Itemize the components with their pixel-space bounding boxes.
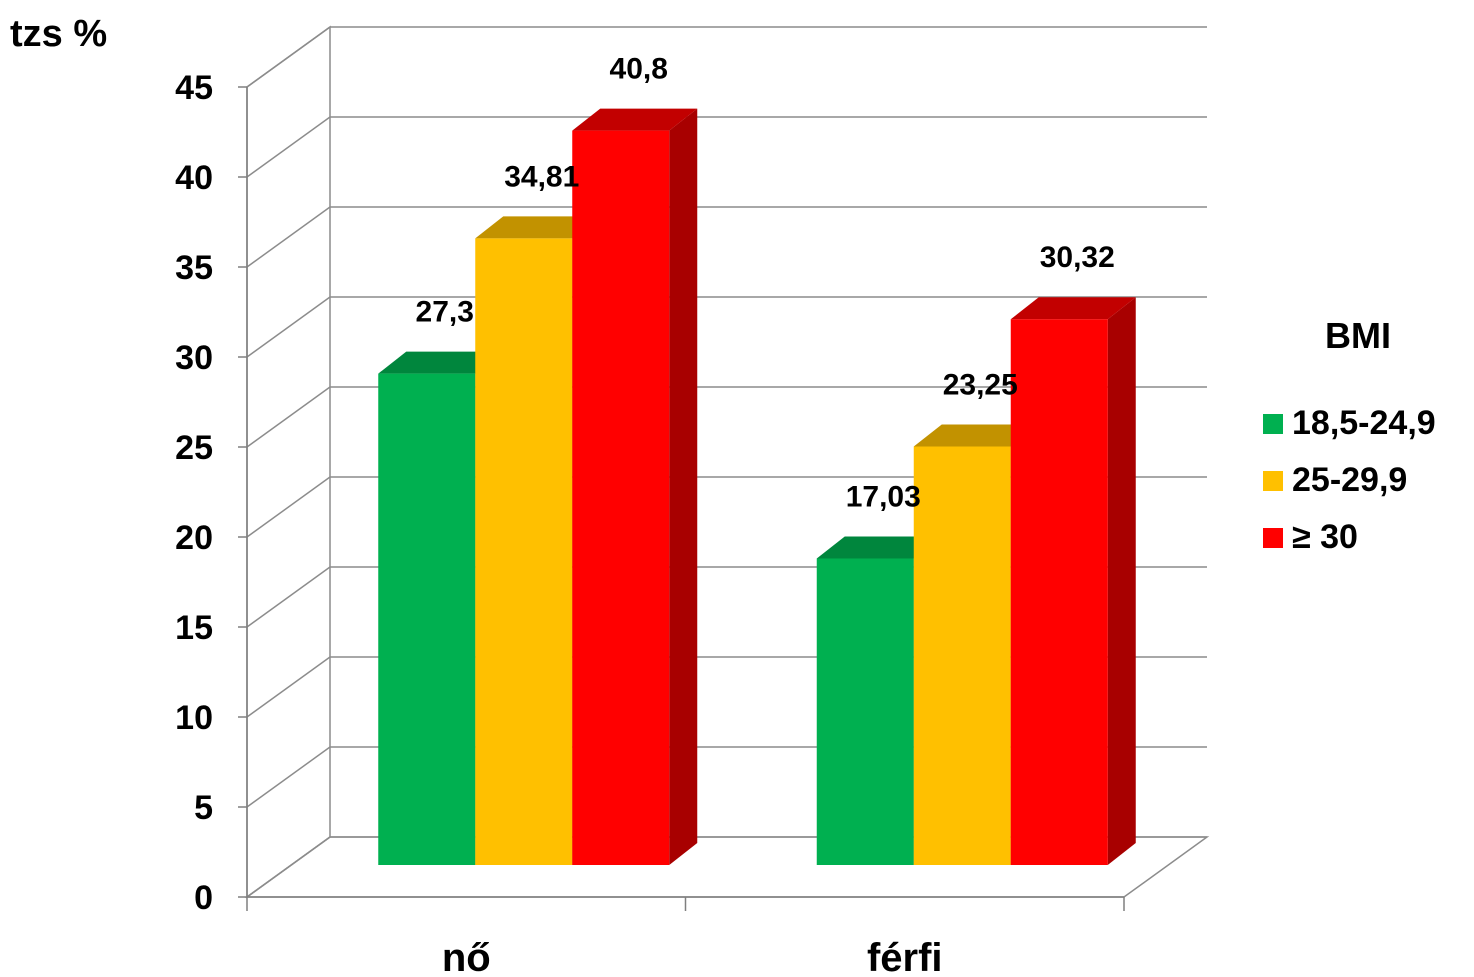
legend-swatch (1263, 528, 1283, 548)
legend-title: BMI (1325, 315, 1391, 356)
bar-top (913, 424, 1039, 447)
bar (475, 238, 573, 866)
gridline-depth (246, 836, 331, 898)
y-tick-label: 20 (175, 519, 213, 557)
gridline-depth (246, 476, 331, 538)
bar (913, 446, 1011, 865)
legend: BMI 18,5-24,9 25-29,9 ≥ 30 (1263, 315, 1436, 556)
y-tick-label: 0 (194, 879, 213, 917)
bar (572, 130, 670, 866)
y-tick-label: 10 (175, 699, 213, 737)
data-labels: 27,3 34,81 40,8 17,03 23,25 30,32 (416, 53, 1115, 514)
y-tick-label: 15 (175, 609, 213, 647)
gridline-depth (246, 386, 331, 448)
bar-top (378, 351, 504, 374)
gridline-depth (246, 656, 331, 718)
x-axis: nő férfi (246, 896, 1125, 977)
gridline-depth (246, 116, 331, 178)
gridline-depth (246, 26, 331, 88)
bar-top (816, 536, 942, 559)
y-tick-label: 45 (175, 69, 213, 107)
data-label: 30,32 (1040, 241, 1115, 274)
left-wall (246, 25, 331, 899)
legend-swatch (1263, 471, 1283, 491)
legend-entry: 18,5-24,9 (1292, 404, 1436, 442)
data-label: 23,25 (943, 369, 1018, 402)
gridline-depth (246, 566, 331, 628)
data-label: 40,8 (610, 53, 668, 86)
y-tick-label: 35 (175, 249, 213, 287)
legend-swatch (1263, 414, 1283, 434)
gridline-depth (246, 206, 331, 268)
y-tick-label: 30 (175, 339, 213, 377)
data-label: 17,03 (846, 480, 921, 513)
legend-entry: 25-29,9 (1292, 461, 1407, 499)
bar-side (669, 108, 698, 866)
y-axis: 0 5 10 15 20 25 30 35 40 45 (175, 69, 248, 917)
y-tick-label: 5 (194, 789, 213, 827)
bar (378, 373, 476, 865)
y-tick-label: 40 (175, 159, 213, 197)
y-tick-label: 25 (175, 429, 213, 467)
gridline-depth (246, 746, 331, 808)
bars (378, 108, 1136, 866)
bar-top (1010, 297, 1136, 320)
bar-side (1107, 297, 1136, 865)
data-label: 27,3 (416, 296, 474, 329)
x-tick-label: nő (442, 936, 491, 977)
legend-entry: ≥ 30 (1292, 518, 1358, 556)
y-axis-label: tzs % (10, 13, 107, 55)
bar (1010, 319, 1108, 865)
data-label: 34,81 (504, 160, 579, 193)
bar-top (572, 108, 698, 131)
bar (816, 558, 914, 865)
bar-top (475, 216, 601, 239)
x-tick-label: férfi (867, 936, 943, 977)
gridline-depth (246, 296, 331, 358)
